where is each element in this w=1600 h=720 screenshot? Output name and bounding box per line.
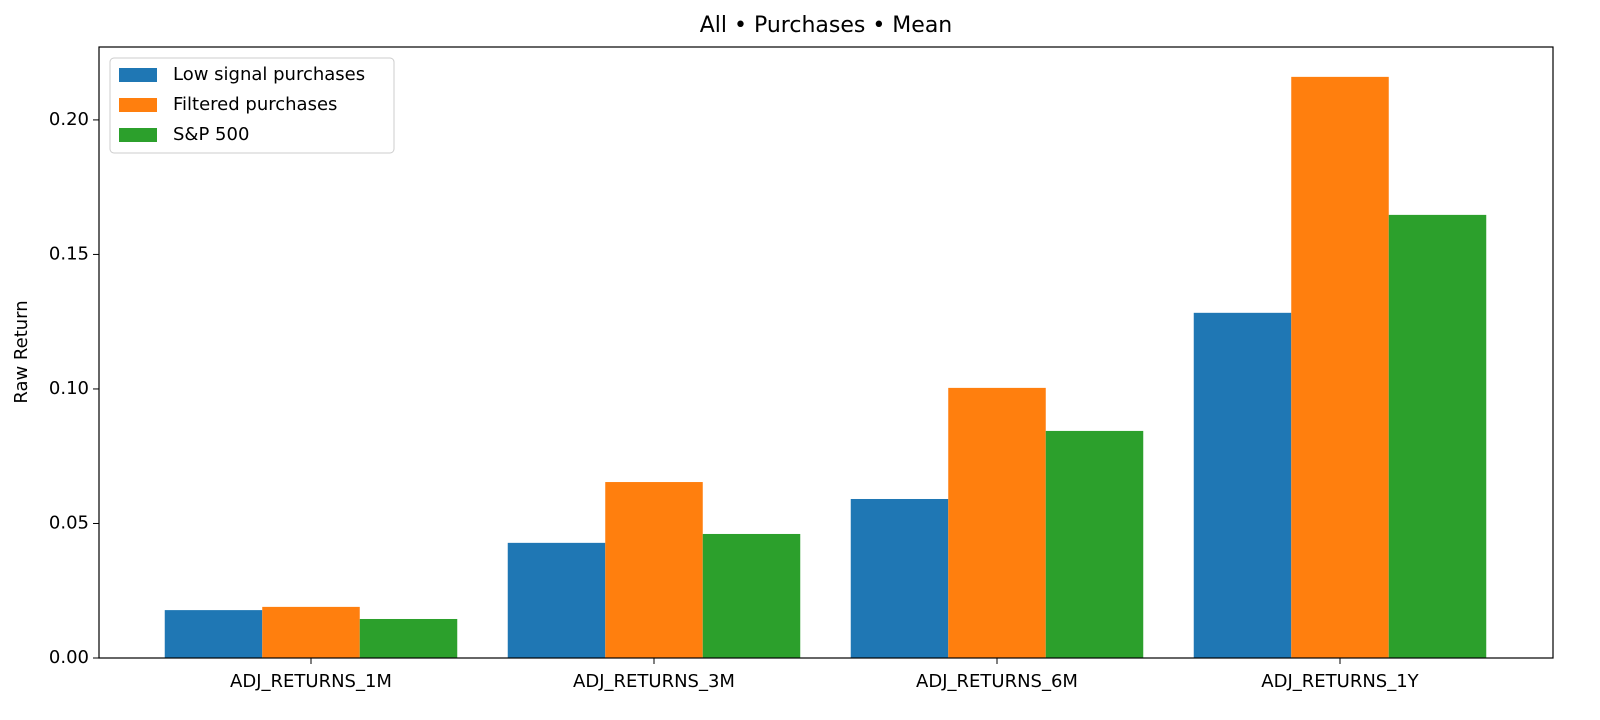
legend-label: Low signal purchases — [173, 64, 365, 85]
plot-frame — [98, 46, 1554, 659]
bar — [1388, 214, 1487, 658]
bar — [507, 542, 606, 658]
legend-box — [109, 57, 395, 154]
bar — [1193, 312, 1292, 658]
x-tick-label: ADJ_RETURNS_1Y — [1261, 671, 1419, 692]
y-tick-label: 0.00 — [49, 647, 89, 668]
bar — [948, 387, 1046, 658]
bar — [262, 606, 360, 658]
bar — [702, 533, 801, 658]
legend-swatch — [119, 98, 157, 112]
y-tick-label: 0.20 — [49, 109, 89, 130]
bar — [1291, 76, 1389, 658]
y-tick-label: 0.05 — [49, 512, 89, 533]
x-tick-label: ADJ_RETURNS_3M — [573, 671, 735, 692]
bar — [164, 610, 263, 658]
legend-label: Filtered purchases — [173, 94, 337, 115]
x-tick-label: ADJ_RETURNS_6M — [916, 671, 1078, 692]
chart-title: All • Purchases • Mean — [700, 13, 953, 38]
x-tick-label: ADJ_RETURNS_1M — [230, 671, 392, 692]
legend-swatch — [119, 128, 157, 142]
y-axis-label: Raw Return — [11, 300, 32, 403]
bar — [605, 482, 703, 658]
legend-label: S&P 500 — [173, 124, 249, 145]
y-tick-label: 0.10 — [49, 378, 89, 399]
legend-swatch — [119, 68, 157, 82]
bar — [359, 618, 458, 658]
bar — [850, 498, 949, 658]
y-tick-label: 0.15 — [49, 243, 89, 264]
bar — [1045, 430, 1144, 658]
